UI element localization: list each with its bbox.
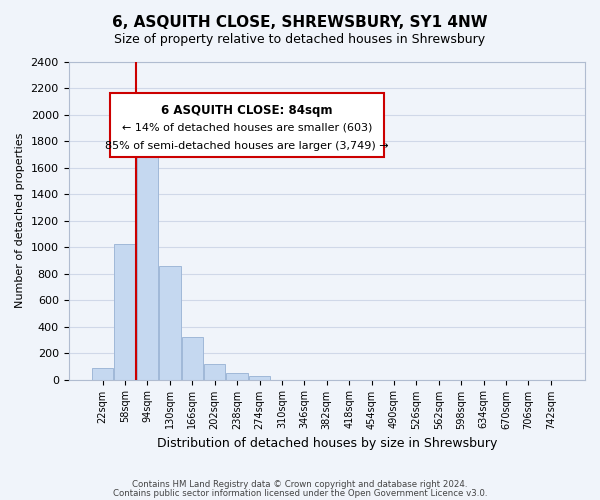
- Bar: [226, 373, 248, 380]
- Text: Size of property relative to detached houses in Shrewsbury: Size of property relative to detached ho…: [115, 32, 485, 46]
- Text: 85% of semi-detached houses are larger (3,749) →: 85% of semi-detached houses are larger (…: [105, 142, 389, 152]
- Bar: [137, 130, 158, 380]
- Text: Contains public sector information licensed under the Open Government Licence v3: Contains public sector information licen…: [113, 489, 487, 498]
- Y-axis label: Number of detached properties: Number of detached properties: [15, 133, 25, 308]
- Text: 6, ASQUITH CLOSE, SHREWSBURY, SY1 4NW: 6, ASQUITH CLOSE, SHREWSBURY, SY1 4NW: [112, 15, 488, 30]
- Text: 6 ASQUITH CLOSE: 84sqm: 6 ASQUITH CLOSE: 84sqm: [161, 104, 332, 118]
- Bar: [159, 266, 181, 380]
- Bar: [92, 368, 113, 380]
- Bar: [204, 364, 226, 380]
- Text: ← 14% of detached houses are smaller (603): ← 14% of detached houses are smaller (60…: [122, 123, 372, 133]
- X-axis label: Distribution of detached houses by size in Shrewsbury: Distribution of detached houses by size …: [157, 437, 497, 450]
- FancyBboxPatch shape: [110, 94, 383, 157]
- Bar: [182, 337, 203, 380]
- Bar: [115, 244, 136, 380]
- Text: Contains HM Land Registry data © Crown copyright and database right 2024.: Contains HM Land Registry data © Crown c…: [132, 480, 468, 489]
- Bar: [249, 376, 270, 380]
